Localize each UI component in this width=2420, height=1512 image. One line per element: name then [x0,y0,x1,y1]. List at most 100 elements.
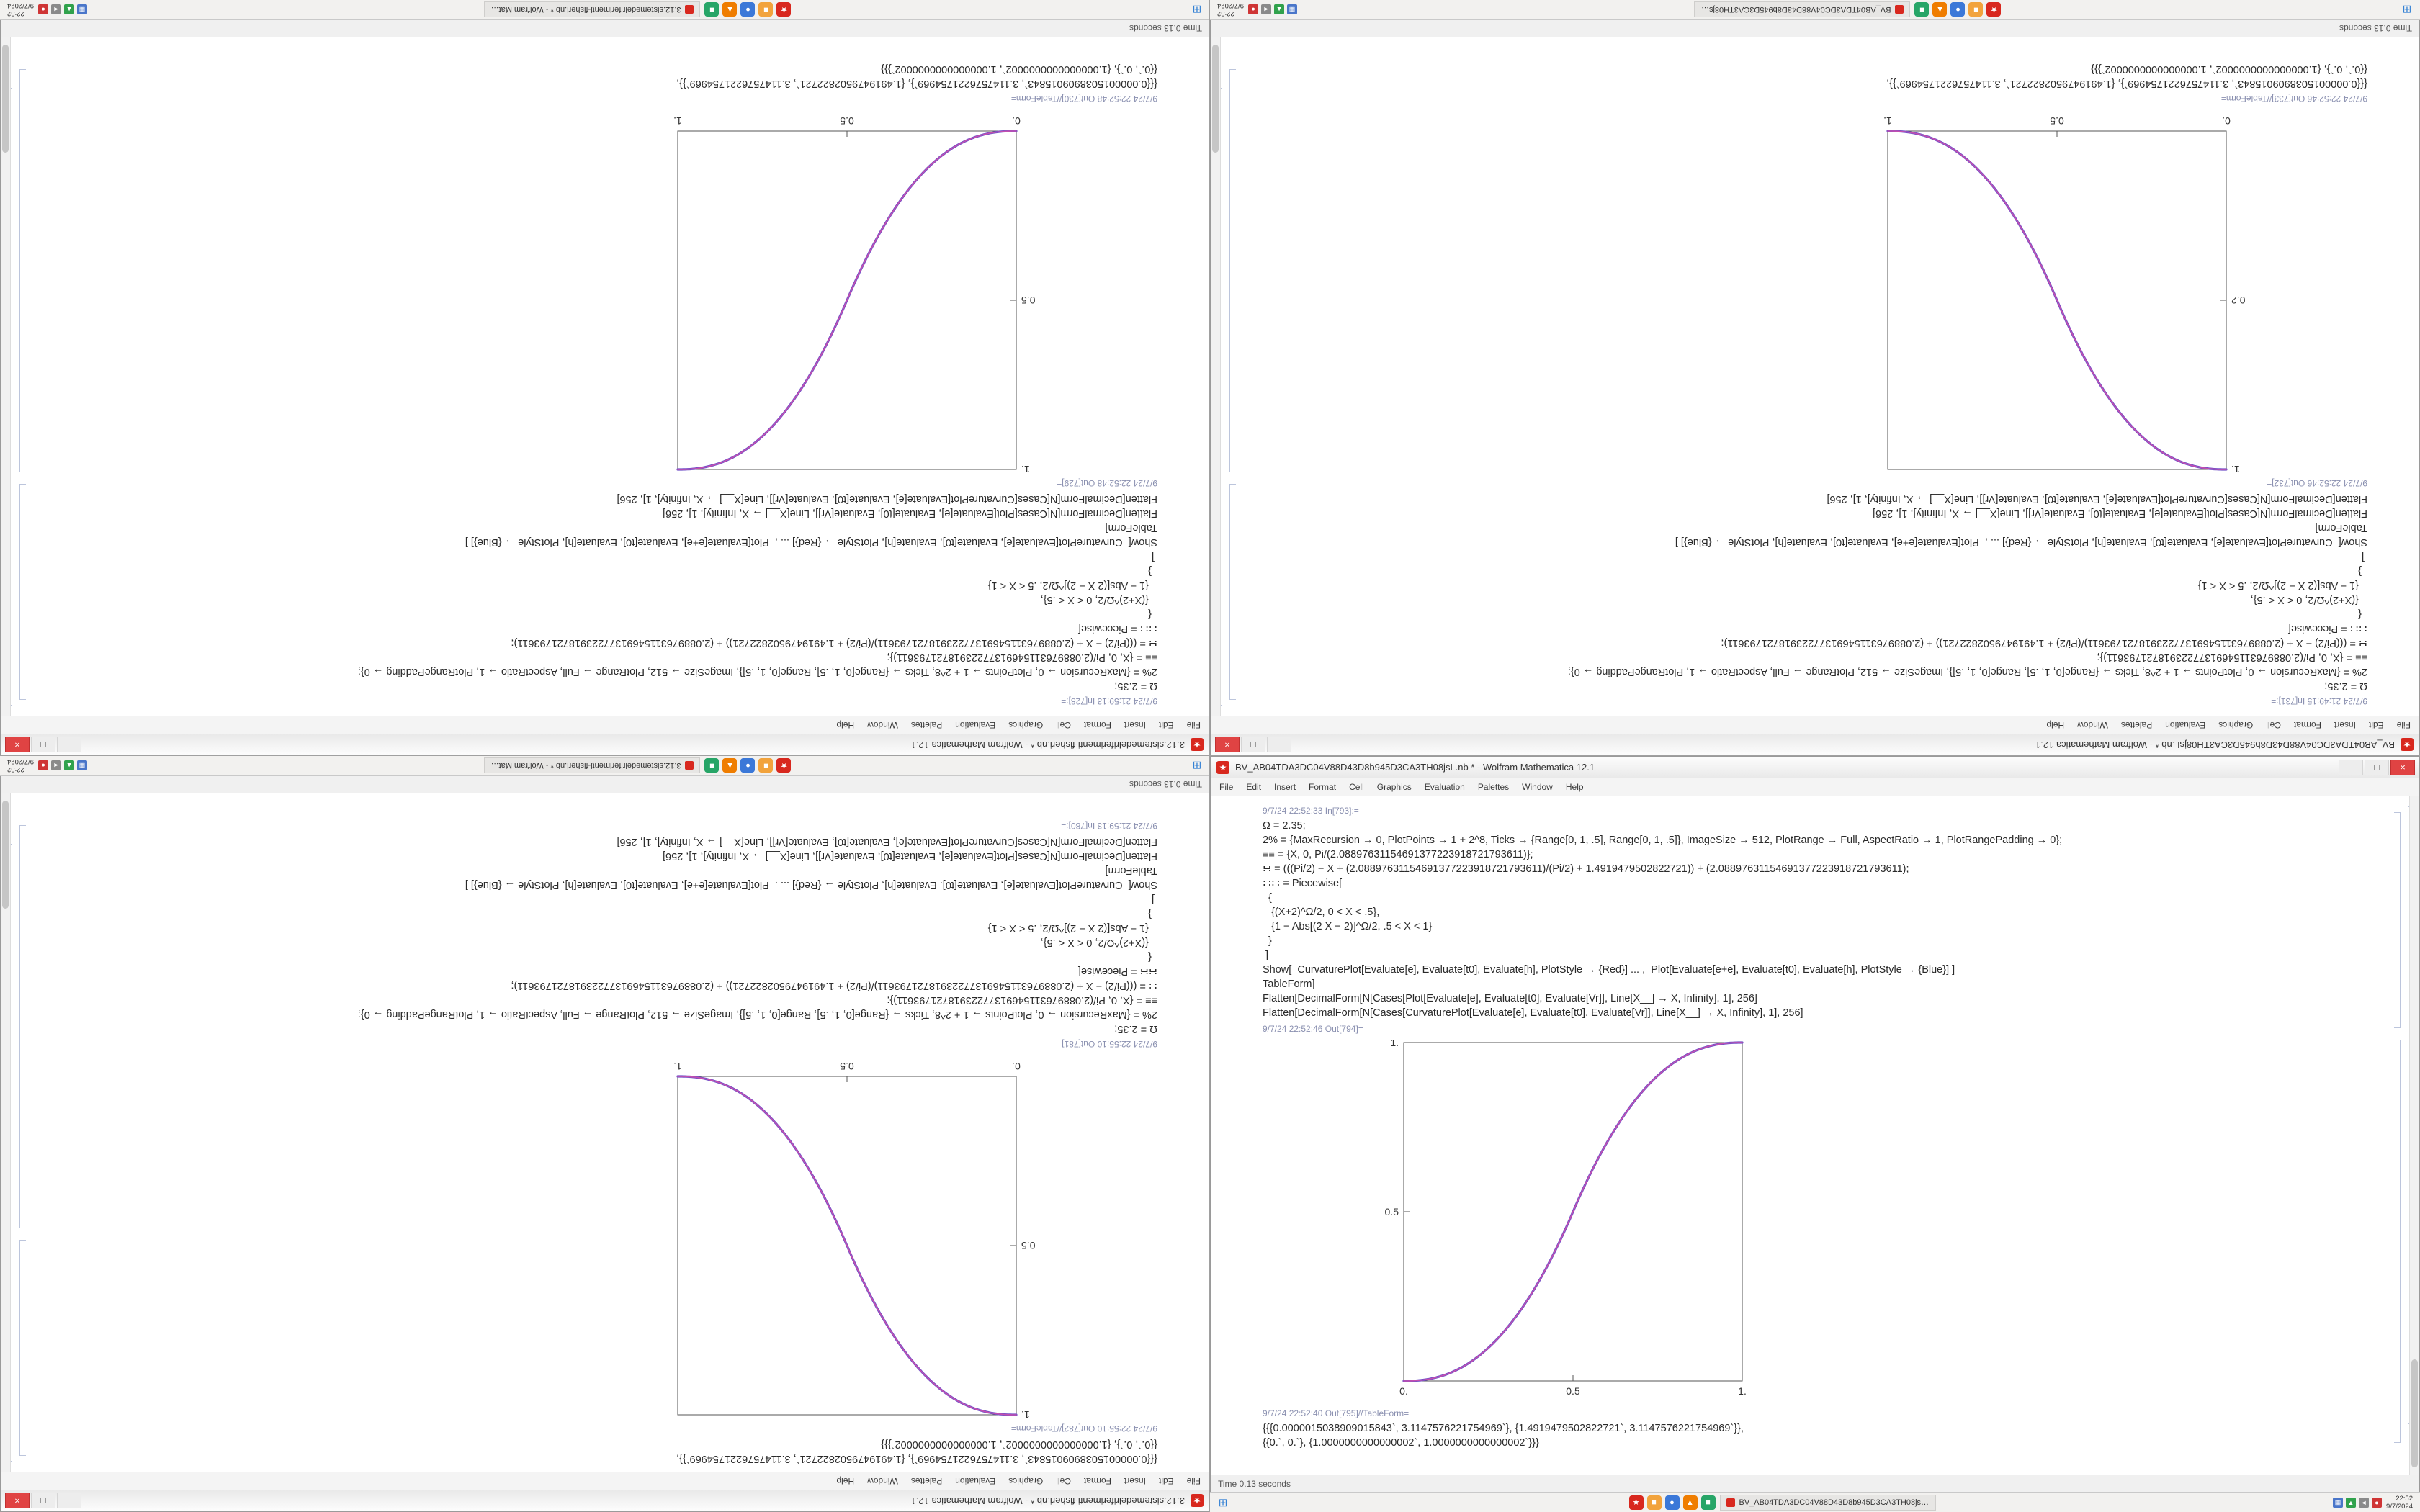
menu-evaluation[interactable]: Evaluation [1424,782,1465,792]
browser-icon[interactable]: ● [1950,2,1966,17]
notebook-content[interactable]: {{{0.0000015038909015843`, 3.11475762217… [1,793,1209,1472]
menu-palettes[interactable]: Palettes [2120,720,2153,730]
input-cell[interactable]: Ω = 2.35; 2% = {MaxRecursion → 0, PlotPoi… [47,492,1157,693]
vertical-scrollbar[interactable] [2409,796,2419,1475]
taskbar-clock[interactable]: 22:52 9/7/2024 [1214,2,1248,18]
browser-icon[interactable]: ● [1664,1495,1680,1510]
menu-file[interactable]: File [1219,782,1234,792]
menu-insert[interactable]: Insert [1124,720,1146,730]
taskbar-app-button[interactable]: BV_AB04TDA3DC04V88D43D8b945D3CA3TH08jsL.… [1719,1494,1936,1511]
messaging-icon[interactable]: ■ [1700,1495,1716,1510]
menu-help[interactable]: Help [2046,720,2065,730]
mathematica-icon[interactable]: ★ [1986,2,2002,17]
cell-bracket-input[interactable] [19,484,26,700]
files-icon[interactable]: ■ [1646,1495,1662,1510]
menu-insert[interactable]: Insert [1124,1476,1146,1486]
browser-icon[interactable]: ● [740,758,756,773]
close-button[interactable]: × [1215,737,1240,753]
shield-tray-icon[interactable]: ▲ [1274,4,1284,15]
input-cell[interactable]: {{{0.0000015038909015843`, 3.11475762217… [1263,1421,2373,1450]
notebook-content[interactable]: 9/7/24 21:49:15 In[731]:= Ω = 2.35; 2% = {… [1211,37,2419,716]
cell-bracket-output[interactable] [19,825,26,1228]
menu-cell[interactable]: Cell [1056,720,1071,730]
menu-evaluation[interactable]: Evaluation [2165,720,2206,730]
close-button[interactable]: × [2390,759,2415,775]
menu-window[interactable]: Window [867,1476,898,1486]
menu-insert[interactable]: Insert [2334,720,2356,730]
input-cell[interactable]: {{{0.0000015038909015843`, 3.11475762217… [47,1437,1157,1466]
vertical-scrollbar[interactable] [1211,37,1221,716]
media-player-icon[interactable]: ▲ [722,758,738,773]
messaging-icon[interactable]: ■ [704,758,720,773]
close-button[interactable]: × [5,737,30,753]
menu-palettes[interactable]: Palettes [910,1476,943,1486]
menu-format[interactable]: Format [1309,782,1337,792]
cell-bracket-input[interactable] [1229,484,1236,700]
messaging-icon[interactable]: ■ [1914,2,1930,17]
taskbar-clock[interactable]: 22:52 9/7/2024 [2382,1495,2416,1511]
vertical-scrollbar[interactable] [1,37,11,716]
menu-graphics[interactable]: Graphics [1008,1476,1044,1486]
menu-cell[interactable]: Cell [1349,782,1364,792]
maximize-button[interactable]: □ [2365,759,2389,775]
menu-window[interactable]: Window [1522,782,1553,792]
taskbar-clock[interactable]: 22:52 9/7/2024 [4,2,38,18]
menu-help[interactable]: Help [836,720,855,730]
input-cell[interactable]: Ω = 2.35; 2% = {MaxRecursion → 0, PlotPoi… [1257,492,2367,693]
notebook-content[interactable]: 9/7/24 21:59:13 In[728]:= Ω = 2.35; 2% = {… [1,37,1209,716]
menu-file[interactable]: File [1186,720,1201,730]
minimize-button[interactable]: – [2339,759,2363,775]
taskbar-app-button[interactable]: BV_AB04TDA3DC04V88D43D8b945D3CA3TH08jsL.… [1694,1,1911,18]
network-tray-icon[interactable]: ▦ [1287,4,1297,15]
menu-graphics[interactable]: Graphics [1376,782,1412,792]
maximize-button[interactable]: □ [31,1493,55,1509]
start-button[interactable]: ⊞ [2402,3,2412,16]
menu-window[interactable]: Window [2077,720,2108,730]
media-player-icon[interactable]: ▲ [1682,1495,1698,1510]
menu-file[interactable]: File [2396,720,2411,730]
shield-tray-icon[interactable]: ▲ [2346,1497,2356,1508]
menu-insert[interactable]: Insert [1274,782,1296,792]
volume-tray-icon[interactable]: ◄ [2359,1497,2369,1508]
media-player-icon[interactable]: ▲ [722,2,738,17]
menu-edit[interactable]: Edit [2368,720,2384,730]
volume-tray-icon[interactable]: ◄ [1261,4,1271,15]
input-cell[interactable]: {{{0.0000015038909015843`, 3.11475762217… [47,62,1157,91]
cell-bracket-output[interactable] [19,69,26,472]
taskbar-app-button[interactable]: 3.12.sistemedelriferimenti-fisheri.nb * … [484,1,701,18]
menu-window[interactable]: Window [867,720,898,730]
menu-file[interactable]: File [1186,1476,1201,1486]
notifier-tray-icon[interactable]: ● [2372,1497,2382,1508]
media-player-icon[interactable]: ▲ [1932,2,1948,17]
window-titlebar[interactable]: ★ 3.12.sistemedelriferimenti-fisheri.nb … [1,734,1209,755]
input-cell[interactable]: Ω = 2.35; 2% = {MaxRecursion → 0, PlotPoi… [47,834,1157,1036]
start-button[interactable]: ⊞ [1218,1496,1228,1509]
menu-edit[interactable]: Edit [1158,1476,1174,1486]
minimize-button[interactable]: – [57,1493,81,1509]
network-tray-icon[interactable]: ▦ [2333,1497,2343,1508]
volume-tray-icon[interactable]: ◄ [51,4,61,15]
cell-bracket-output[interactable] [1229,69,1236,472]
cell-bracket-input[interactable] [19,1240,26,1456]
shield-tray-icon[interactable]: ▲ [64,4,74,15]
volume-tray-icon[interactable]: ◄ [51,760,61,771]
maximize-button[interactable]: □ [1241,737,1265,753]
menu-format[interactable]: Format [1083,1476,1111,1486]
files-icon[interactable]: ■ [758,2,774,17]
menu-help[interactable]: Help [836,1476,855,1486]
vertical-scrollbar[interactable] [1,793,11,1472]
menu-help[interactable]: Help [1565,782,1584,792]
messaging-icon[interactable]: ■ [704,2,720,17]
menu-graphics[interactable]: Graphics [1008,720,1044,730]
network-tray-icon[interactable]: ▦ [77,760,87,771]
mathematica-icon[interactable]: ★ [776,758,792,773]
menu-evaluation[interactable]: Evaluation [955,1476,996,1486]
menu-palettes[interactable]: Palettes [910,720,943,730]
start-button[interactable]: ⊞ [1192,759,1202,772]
notifier-tray-icon[interactable]: ● [38,4,48,15]
taskbar-clock[interactable]: 22:52 9/7/2024 [4,758,38,774]
menu-graphics[interactable]: Graphics [2218,720,2254,730]
files-icon[interactable]: ■ [758,758,774,773]
input-cell[interactable]: {{{0.0000015038909015843`, 3.11475762217… [1257,62,2367,91]
network-tray-icon[interactable]: ▦ [77,4,87,15]
